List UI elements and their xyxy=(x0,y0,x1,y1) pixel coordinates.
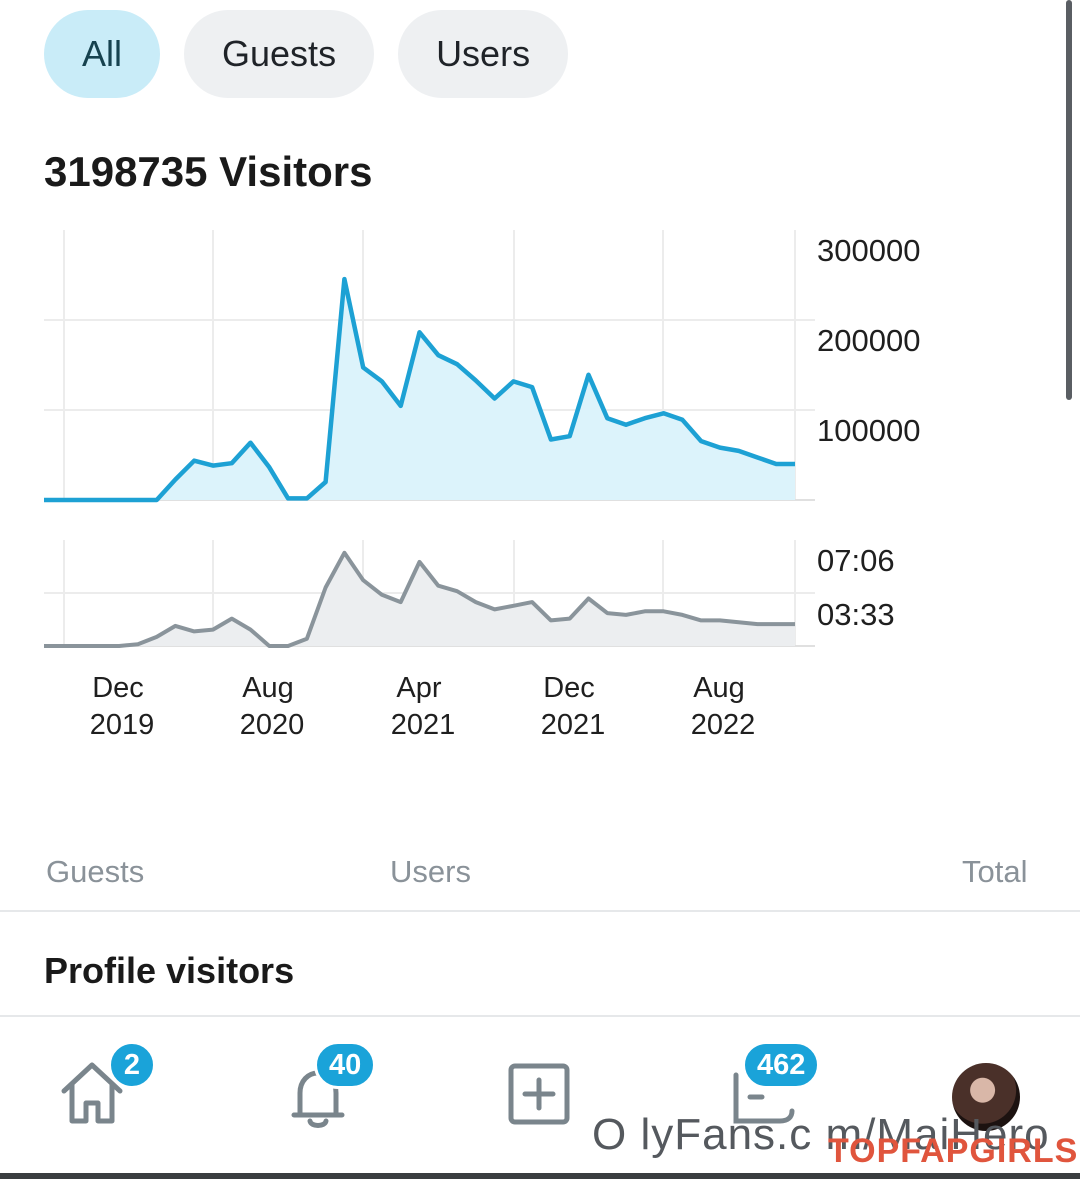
system-bar xyxy=(0,1173,1080,1179)
chart-1-area xyxy=(44,552,795,646)
home-badge: 2 xyxy=(108,1041,156,1089)
legend-guests[interactable]: Guests xyxy=(46,854,145,889)
legend-row: Guests Users Total xyxy=(0,846,1080,912)
notifications-badge: 40 xyxy=(314,1041,377,1089)
bottom-navigation: 2 40 462 xyxy=(0,1017,1080,1179)
watermark-text: O lyFans.c m/MaiHero xyxy=(592,1110,1050,1159)
plus-square-icon xyxy=(508,1063,570,1125)
xtick-month-1: Aug xyxy=(242,672,294,704)
divider xyxy=(0,1015,1080,1017)
xtick-year-3: 2021 xyxy=(541,709,606,741)
watermark-brand: TOPFAPGIRLS xyxy=(828,1132,1079,1170)
legend-total[interactable]: Total xyxy=(962,854,1028,889)
tab-all[interactable]: All xyxy=(44,10,161,98)
visitors-count-title: 3198735 Visitors xyxy=(44,148,373,195)
messages-button[interactable] xyxy=(728,1067,798,1138)
chart-0-ytick-0: 300000 xyxy=(817,233,920,268)
home-button[interactable] xyxy=(56,1057,128,1134)
filter-tabs: All Guests Users xyxy=(44,10,569,98)
new-post-button[interactable] xyxy=(506,1061,572,1132)
xtick-month-2: Apr xyxy=(396,672,441,704)
message-icon xyxy=(733,1072,795,1124)
profile-visitors-heading: Profile visitors xyxy=(44,950,295,991)
chart-1-ytick-1: 03:33 xyxy=(817,597,895,632)
chart-1-ytick-0: 07:06 xyxy=(817,543,895,578)
tab-guests-label: Guests xyxy=(222,33,337,74)
tab-all-label: All xyxy=(82,33,123,74)
profile-avatar[interactable] xyxy=(952,1063,1020,1131)
xtick-year-0: 2019 xyxy=(90,709,155,741)
tab-users-label: Users xyxy=(436,33,531,74)
chart-1-series-line xyxy=(44,550,795,648)
scrollbar[interactable] xyxy=(1066,0,1072,400)
chart-0-series-line xyxy=(44,276,795,503)
chart-0-ytick-1: 200000 xyxy=(817,323,920,358)
xtick-year-1: 2020 xyxy=(240,709,305,741)
chart-0-ytick-2: 100000 xyxy=(817,413,920,448)
xtick-month-3: Dec xyxy=(543,672,595,704)
tab-guests[interactable]: Guests xyxy=(184,10,375,98)
xtick-month-4: Aug xyxy=(693,672,745,704)
xtick-year-2: 2021 xyxy=(391,709,456,741)
tab-users[interactable]: Users xyxy=(398,10,569,98)
xtick-year-4: 2022 xyxy=(691,709,756,741)
chart-0-area xyxy=(44,279,795,500)
home-icon xyxy=(61,1062,123,1124)
visitors-chart: 300000 200000 100000 07:06 03:33 Dec 2019 Aug 20… xyxy=(44,230,920,741)
messages-badge: 462 xyxy=(742,1041,821,1089)
xtick-month-0: Dec xyxy=(92,672,144,704)
legend-users[interactable]: Users xyxy=(390,854,471,889)
